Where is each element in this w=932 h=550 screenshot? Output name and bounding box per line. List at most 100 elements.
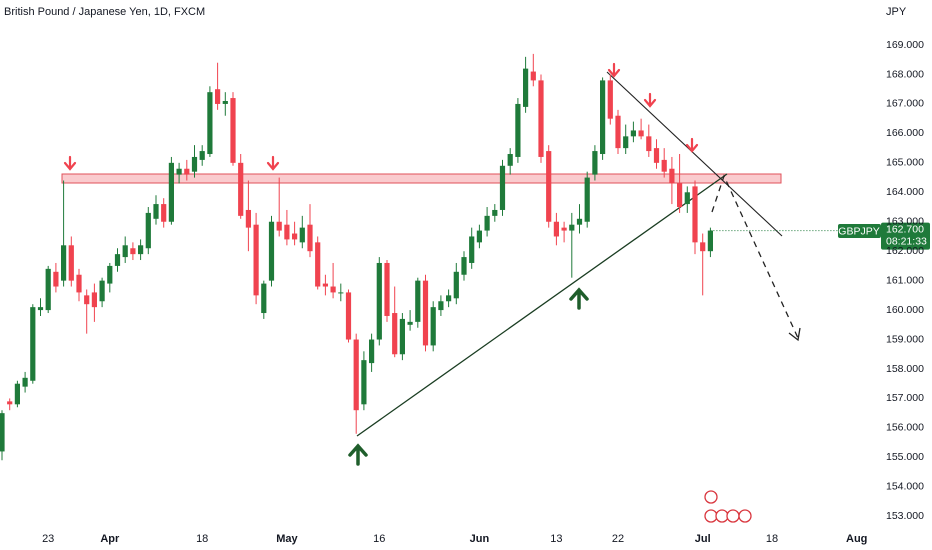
y-tick-label: 164.000 xyxy=(886,186,924,198)
candle-body xyxy=(653,148,660,163)
y-tick-label: 159.000 xyxy=(886,333,924,345)
candle-body xyxy=(37,307,44,311)
candle-body xyxy=(84,295,90,305)
candle-body xyxy=(615,115,621,149)
candle-body xyxy=(68,245,74,281)
y-tick-label: 155.000 xyxy=(886,451,924,463)
candle-body xyxy=(99,280,105,302)
candles xyxy=(0,53,713,461)
candle-body xyxy=(499,165,506,210)
candle-body xyxy=(191,156,198,172)
y-tick-label: 165.000 xyxy=(886,157,924,169)
candle-body xyxy=(646,136,652,152)
candle-body xyxy=(392,313,398,355)
x-tick-label: 13 xyxy=(550,533,562,545)
candle-body xyxy=(268,221,275,281)
candle-body xyxy=(530,71,536,81)
candle-body xyxy=(576,218,583,225)
y-tick-label: 167.000 xyxy=(886,98,924,110)
candle-body xyxy=(299,227,305,243)
x-tick-label: May xyxy=(276,533,298,545)
y-tick-label: 160.000 xyxy=(886,304,924,316)
candle-body xyxy=(7,401,13,405)
down-arrow xyxy=(607,62,621,78)
down-arrow xyxy=(685,137,699,153)
resistance-trendline xyxy=(606,71,783,237)
candle-body xyxy=(138,245,144,255)
candle-body xyxy=(199,151,205,160)
symbol-badge xyxy=(838,224,881,238)
candle-body xyxy=(130,248,136,255)
event-icon xyxy=(704,490,718,504)
candle-body xyxy=(707,230,713,252)
candle-body xyxy=(476,230,482,243)
x-tick-label: 18 xyxy=(196,533,208,545)
candle-body xyxy=(607,80,613,119)
candle-body xyxy=(322,283,328,287)
event-icon xyxy=(726,509,740,523)
event-icon xyxy=(715,509,729,523)
down-arrow xyxy=(63,155,77,171)
countdown-label: 08:21:33 xyxy=(886,235,927,247)
y-tick-label: 154.000 xyxy=(886,481,924,493)
candle-body xyxy=(669,168,675,184)
candle-body xyxy=(684,192,690,205)
candle-body xyxy=(168,162,174,222)
candle-body xyxy=(61,245,67,281)
candle-body xyxy=(353,339,359,411)
y-tick-label: 161.000 xyxy=(886,274,924,286)
candle-body xyxy=(515,103,521,157)
last-price-badge xyxy=(881,222,930,250)
candle-body xyxy=(245,209,251,228)
symbol-label: GBPJPY xyxy=(838,225,879,237)
candle-body xyxy=(469,236,475,263)
down-arrow xyxy=(643,92,657,108)
candle-body xyxy=(623,136,629,149)
candle-body xyxy=(107,265,113,284)
candle-body xyxy=(253,224,259,296)
candle-body xyxy=(507,154,513,166)
candle-body xyxy=(700,242,706,252)
y-tick-label: 153.000 xyxy=(886,510,924,522)
y-tick-label: 169.000 xyxy=(886,39,924,51)
chart-title: British Pound / Japanese Yen, 1D, FXCM xyxy=(4,6,205,18)
candle-body xyxy=(276,221,282,231)
candle-body xyxy=(376,262,382,340)
candle-body xyxy=(523,68,529,107)
candle-body xyxy=(307,224,313,252)
candle-body xyxy=(384,262,390,316)
event-icon xyxy=(738,509,752,523)
candle-body xyxy=(261,283,267,314)
x-tick-label: 22 xyxy=(612,533,624,545)
candle-body xyxy=(422,280,429,346)
y-tick-label: 163.000 xyxy=(886,216,924,228)
projection-path xyxy=(711,174,799,339)
candle-body xyxy=(345,292,352,340)
down-arrow xyxy=(266,155,280,171)
candle-body xyxy=(461,257,467,275)
candle-body xyxy=(677,183,683,208)
x-tick-label: Apr xyxy=(100,533,120,545)
candle-body xyxy=(230,98,236,163)
candle-body xyxy=(569,224,575,231)
candle-body xyxy=(315,242,321,287)
x-tick-label: 18 xyxy=(766,533,778,545)
candle-body xyxy=(584,177,590,222)
candle-body xyxy=(238,162,244,216)
candle-body xyxy=(122,245,128,258)
candle-body xyxy=(592,151,598,175)
x-tick-label: Aug xyxy=(846,533,867,545)
candle-body xyxy=(407,321,413,325)
candle-body xyxy=(538,80,544,157)
candle-body xyxy=(145,212,151,249)
candle-body xyxy=(53,271,59,287)
candle-body xyxy=(692,186,698,243)
candle-body xyxy=(215,89,221,104)
candle-body xyxy=(222,101,228,104)
candle-body xyxy=(492,209,498,216)
candle-body xyxy=(292,233,298,240)
candle-body xyxy=(415,280,421,322)
last-price-label: 162.700 xyxy=(886,223,924,235)
